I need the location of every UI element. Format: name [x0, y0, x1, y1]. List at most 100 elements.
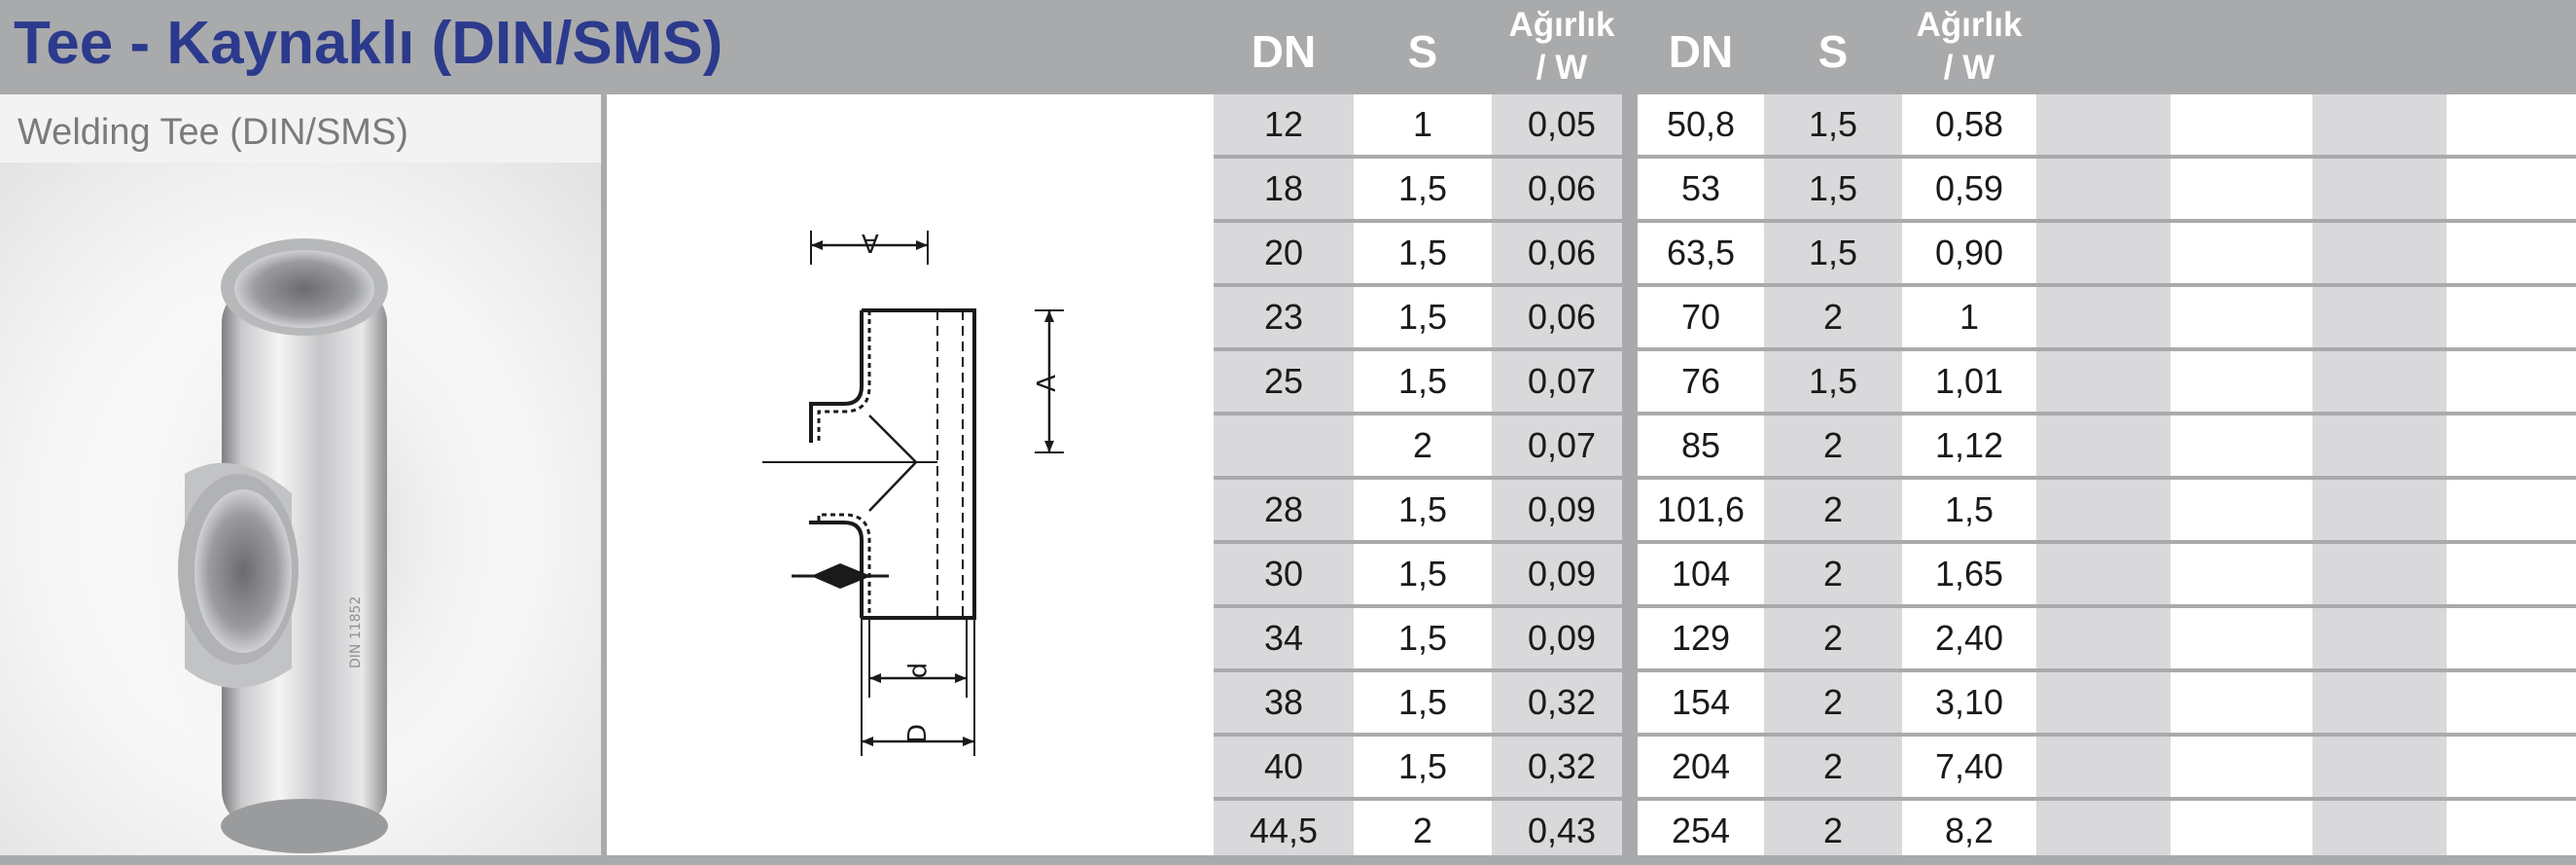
cell-weight: 3,10: [1934, 682, 2004, 722]
cell-weight: 0,32: [1527, 746, 1597, 786]
cell-dn: 50,8: [1666, 104, 1736, 144]
cell-dn: 40: [1263, 746, 1304, 786]
cell-s: 1,5: [1397, 746, 1448, 786]
cell-dn: 44,5: [1249, 811, 1319, 850]
cell-s: 2: [1822, 746, 1844, 786]
bottom-border: [0, 855, 2576, 865]
row-divider: [1214, 668, 2576, 672]
cell-dn: 70: [1680, 297, 1721, 337]
header-s-1: S: [1407, 26, 1438, 77]
cell-weight: 0,09: [1527, 618, 1597, 658]
cell-dn: 23: [1263, 297, 1304, 337]
table-row: 40 1,5 0,32 204 2 7,40: [1214, 737, 2576, 801]
cell-weight: 0,43: [1527, 811, 1597, 850]
table-row: 23 1,5 0,06 70 2 1: [1214, 287, 2576, 351]
product-photo: DIN 11852: [0, 162, 601, 855]
welding-tee-photo: DIN 11852: [78, 211, 564, 853]
cell-s: 2: [1822, 618, 1844, 658]
cell-s: 1,5: [1397, 297, 1448, 337]
cell-s: 1,5: [1808, 233, 1858, 272]
cell-dn: 85: [1680, 425, 1721, 465]
cell-s: 1,5: [1397, 682, 1448, 722]
cell-dn: 20: [1263, 233, 1304, 272]
header-weight-2: Ağırlık: [1916, 6, 2023, 44]
header-weight-unit-1: / W: [1535, 49, 1588, 87]
cell-dn: 254: [1671, 811, 1731, 850]
header-weight-1: Ağırlık: [1508, 6, 1615, 44]
cell-s: 1,5: [1397, 554, 1448, 594]
table-row: 20 1,5 0,06 63,5 1,5 0,90: [1214, 223, 2576, 287]
cell-weight: 1,01: [1934, 361, 2004, 401]
cell-weight: 2,40: [1934, 618, 2004, 658]
cell-weight: 0,06: [1527, 233, 1597, 272]
row-divider: [1214, 797, 2576, 801]
cell-dn: 12: [1263, 104, 1304, 144]
cell-weight: 0,90: [1934, 233, 2004, 272]
cell-dn: 129: [1671, 618, 1731, 658]
cell-s: 1: [1412, 104, 1433, 144]
cell-dn: [1214, 415, 1354, 476]
table-row: 38 1,5 0,32 154 2 3,10: [1214, 672, 2576, 737]
cell-weight: 7,40: [1934, 746, 2004, 786]
cell-weight: 1,12: [1934, 425, 2004, 465]
header-dn-2: DN: [1668, 26, 1734, 77]
cell-dn: 18: [1263, 168, 1304, 208]
cell-weight: 0,07: [1527, 425, 1597, 465]
header-s-2: S: [1817, 26, 1849, 77]
cell-dn: 28: [1263, 489, 1304, 529]
svg-text:DIN 11852: DIN 11852: [348, 596, 364, 668]
cell-weight: 0,09: [1527, 489, 1597, 529]
cell-s: 1,5: [1397, 489, 1448, 529]
table-row: 44,5 2 0,43 254 2 8,2: [1214, 801, 2576, 865]
cell-dn: 34: [1263, 618, 1304, 658]
tee-technical-drawing: [762, 231, 1064, 756]
cell-s: 2: [1412, 811, 1433, 850]
cell-weight: 1,5: [1944, 489, 1994, 529]
cell-weight: 1: [1958, 297, 1980, 337]
cell-dn: 154: [1671, 682, 1731, 722]
cell-dn: 63,5: [1666, 233, 1736, 272]
cell-weight: 0,58: [1934, 104, 2004, 144]
cell-weight: 0,05: [1527, 104, 1597, 144]
subtitle-panel: Welding Tee (DIN/SMS): [0, 94, 601, 162]
cell-s: 2: [1822, 811, 1844, 850]
cell-s: 1,5: [1397, 233, 1448, 272]
table-row: 12 1 0,05 50,8 1,5 0,58: [1214, 94, 2576, 159]
table-row: 25 1,5 0,07 76 1,5 1,01: [1214, 351, 2576, 415]
header-bar: [0, 0, 2576, 94]
row-divider: [1214, 733, 2576, 737]
cell-dn: 38: [1263, 682, 1304, 722]
cell-dn: 204: [1671, 746, 1731, 786]
cell-s: 1,5: [1808, 104, 1858, 144]
cell-dn: 53: [1680, 168, 1721, 208]
row-divider: [1214, 155, 2576, 159]
cell-weight: 0,06: [1527, 168, 1597, 208]
drawing-label-top: A: [862, 228, 879, 257]
cell-s: 2: [1412, 425, 1433, 465]
row-divider: [1214, 219, 2576, 223]
row-divider: [1214, 347, 2576, 351]
row-divider: [1214, 540, 2576, 544]
table-row: 28 1,5 0,09 101,6 2 1,5: [1214, 480, 2576, 544]
drawing-label-side: A: [1032, 375, 1062, 392]
cell-s: 1,5: [1808, 361, 1858, 401]
cell-weight: 8,2: [1944, 811, 1994, 850]
cell-dn: 30: [1263, 554, 1304, 594]
cell-s: 2: [1822, 489, 1844, 529]
technical-drawing-panel: A A d D: [607, 94, 1214, 855]
cell-s: 1,5: [1397, 618, 1448, 658]
row-divider: [1214, 283, 2576, 287]
cell-s: 1,5: [1397, 168, 1448, 208]
table-row: 34 1,5 0,09 129 2 2,40: [1214, 608, 2576, 672]
header-weight-unit-2: / W: [1943, 49, 1995, 87]
cell-dn: 104: [1671, 554, 1731, 594]
cell-dn: 101,6: [1656, 489, 1746, 529]
row-divider: [1214, 476, 2576, 480]
table-row: 30 1,5 0,09 104 2 1,65: [1214, 544, 2576, 608]
drawing-label-outer-diameter: D: [903, 723, 934, 744]
panel-divider: [601, 94, 607, 855]
page-title: Tee - Kaynaklı (DIN/SMS): [14, 10, 723, 77]
cell-weight: 0,09: [1527, 554, 1597, 594]
cell-s: 2: [1822, 554, 1844, 594]
cell-dn: 25: [1263, 361, 1304, 401]
